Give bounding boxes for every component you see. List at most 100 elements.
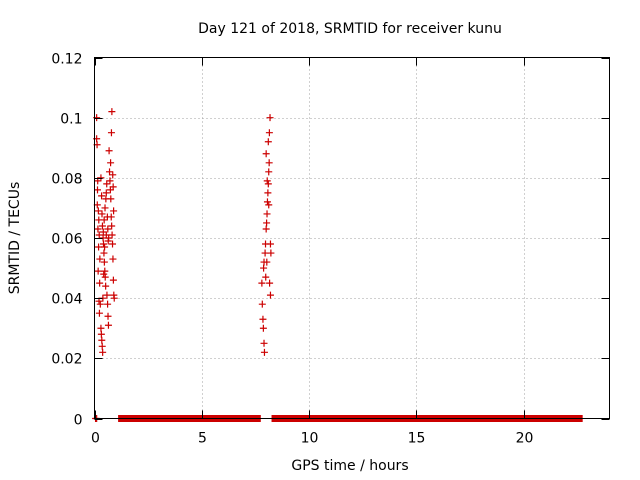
data-point (259, 315, 267, 323)
data-point (104, 300, 112, 308)
data-point (260, 339, 268, 347)
data-point (103, 180, 111, 188)
data-point (107, 159, 115, 167)
data-point (95, 231, 103, 239)
data-point (104, 312, 112, 320)
axes: 0 0.02 0.04 0.06 0.08 0.1 0.12 0 5 10 15 20 (51, 52, 610, 447)
data-point (95, 243, 103, 251)
data-point (265, 159, 273, 167)
data-point (101, 267, 109, 275)
data-point (264, 138, 272, 146)
data-point (94, 186, 102, 194)
data-point (100, 240, 108, 248)
x-axis-label: GPS time / hours (291, 458, 408, 474)
data-point (263, 198, 271, 206)
data-point (94, 207, 102, 215)
x-tick-label: 15 (408, 431, 426, 447)
data-point (106, 168, 114, 176)
data-point (263, 219, 271, 227)
data-point (263, 258, 271, 266)
data-point (108, 108, 116, 116)
data-point (259, 324, 267, 332)
data-point (103, 291, 111, 299)
y-tick-label: 0.1 (60, 112, 82, 128)
data-point (109, 171, 117, 179)
data-point (107, 129, 115, 137)
y-tick-label: 0 (74, 413, 83, 429)
y-tick-label: 0.06 (51, 232, 82, 248)
data-point (97, 324, 105, 332)
x-tick-label: 10 (301, 431, 319, 447)
data-point (260, 264, 268, 272)
data-point (258, 279, 266, 287)
data-point (99, 228, 107, 236)
y-axis-label: SRMTID / TECUs (7, 182, 23, 295)
data-point (110, 207, 118, 215)
data-point (100, 270, 108, 278)
data-point (108, 222, 116, 230)
data-point (98, 192, 106, 200)
data-point (266, 291, 274, 299)
data-point (109, 276, 117, 284)
data-point (98, 210, 106, 218)
data-point (266, 279, 274, 287)
data-point (101, 273, 109, 281)
data-point (109, 240, 117, 248)
x-tick-label: 0 (91, 431, 100, 447)
data-point (264, 189, 272, 197)
data-point (96, 255, 104, 263)
data-point (102, 189, 110, 197)
data-point (265, 201, 273, 209)
grid (94, 57, 610, 419)
x-tick-label: 5 (198, 431, 207, 447)
data-point (97, 330, 105, 338)
y-tick-label: 0.12 (51, 52, 82, 68)
data-point (104, 225, 112, 233)
data-point (99, 348, 107, 356)
plot-frame (94, 57, 610, 419)
data-marks (92, 108, 583, 422)
data-point (104, 321, 112, 329)
data-point (98, 336, 106, 344)
data-point (97, 174, 105, 182)
data-point (106, 177, 114, 185)
data-point (94, 267, 102, 275)
data-point (102, 282, 110, 290)
data-point (98, 222, 106, 230)
data-point (100, 249, 108, 257)
data-point (95, 309, 103, 317)
data-point (263, 210, 271, 218)
data-point (265, 129, 273, 137)
data-point (100, 216, 108, 224)
data-point (94, 225, 102, 233)
data-point (109, 183, 117, 191)
data-point (109, 255, 117, 263)
data-point (96, 300, 104, 308)
y-tick-label: 0.08 (51, 172, 82, 188)
data-point (110, 294, 118, 302)
data-point (107, 213, 115, 221)
data-point (264, 180, 272, 188)
data-point (100, 258, 108, 266)
data-point (96, 279, 104, 287)
data-point (107, 195, 115, 203)
data-point (260, 348, 268, 356)
data-point (102, 231, 110, 239)
data-point (101, 204, 109, 212)
data-point (265, 168, 273, 176)
data-point (262, 273, 270, 281)
data-point (105, 147, 113, 155)
data-point (98, 342, 106, 350)
data-point (258, 300, 266, 308)
y-tick-label: 0.04 (51, 292, 82, 308)
y-tick-label: 0.02 (51, 352, 82, 368)
chart-title: Day 121 of 2018, SRMTID for receiver kun… (198, 21, 502, 37)
data-point (267, 249, 275, 257)
data-point (262, 150, 270, 158)
data-point (101, 243, 109, 251)
data-point (262, 225, 270, 233)
x-tick-label: 20 (516, 431, 534, 447)
data-point (266, 114, 274, 122)
data-point (263, 177, 271, 185)
